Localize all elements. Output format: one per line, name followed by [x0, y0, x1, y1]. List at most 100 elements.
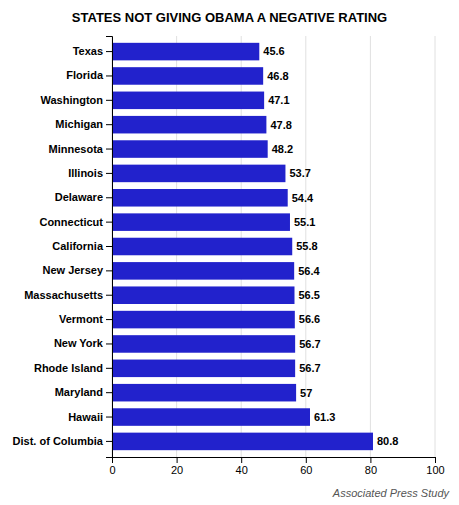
x-axis: 0 20 40 60 80 100: [109, 457, 444, 476]
tick-label: California: [52, 240, 104, 252]
data-label: 61.3: [314, 411, 335, 423]
data-labels: 45.646.847.147.848.253.754.455.155.856.4…: [263, 45, 398, 447]
bar: [112, 189, 288, 207]
tick-label: Vermont: [59, 313, 103, 325]
tick-label: Michigan: [55, 118, 103, 130]
data-label: 54.4: [292, 192, 314, 204]
bar: [112, 335, 295, 353]
tick-mark: [106, 75, 112, 76]
tick: Washington: [40, 94, 112, 106]
data-label: 80.8: [377, 435, 398, 447]
bar: [112, 238, 292, 256]
tick: Massachusetts: [24, 289, 112, 301]
tick-label: Illinois: [68, 167, 103, 179]
grid: [112, 36, 435, 457]
tick: California: [52, 240, 112, 252]
y-axis: Texas Florida Washington Michigan Minnesota I…: [13, 37, 113, 458]
tick: Connecticut: [39, 216, 112, 228]
bar: [112, 67, 263, 85]
tick-label: 40: [236, 464, 248, 476]
bars: [112, 43, 373, 450]
tick-label: Maryland: [55, 386, 103, 398]
tick: Maryland: [55, 386, 112, 398]
tick-mark: [106, 295, 112, 296]
tick: Rhode Island: [34, 362, 112, 374]
tick: Illinois: [68, 167, 112, 179]
axis-line: [113, 458, 436, 464]
tick: Vermont: [59, 313, 112, 325]
data-label: 56.4: [298, 265, 320, 277]
tick-label: Delaware: [55, 191, 103, 203]
tick-label: New Jersey: [42, 264, 103, 276]
tick-mark: [106, 246, 112, 247]
tick-label: Washington: [40, 94, 103, 106]
data-label: 56.7: [299, 362, 320, 374]
data-label: 45.6: [263, 45, 284, 57]
tick-label: Minnesota: [49, 143, 104, 155]
bar: [112, 311, 295, 329]
tick-label: 60: [300, 464, 312, 476]
tick: Dist. of Columbia: [13, 435, 112, 447]
tick-mark: [106, 270, 112, 271]
tick-label: 80: [365, 464, 377, 476]
tick: Delaware: [55, 191, 112, 203]
tick: 40: [236, 457, 248, 476]
tick: 60: [300, 457, 312, 476]
tick-mark: [106, 392, 112, 393]
bar: [112, 433, 373, 451]
bar: [112, 165, 285, 183]
tick-mark: [106, 100, 112, 101]
tick-mark: [241, 457, 242, 463]
chart: 0 20 40 60 80 100 Texas Florida Washington Michig…: [0, 0, 459, 505]
tick: Minnesota: [49, 143, 112, 155]
tick: 20: [171, 457, 183, 476]
tick-mark: [106, 343, 112, 344]
tick: 0: [109, 457, 115, 476]
tick: Florida: [66, 69, 112, 81]
bar: [112, 140, 268, 158]
tick-label: Florida: [66, 69, 104, 81]
tick-label: Connecticut: [39, 216, 103, 228]
data-label: 56.7: [299, 338, 320, 350]
tick-mark: [106, 173, 112, 174]
tick-label: Rhode Island: [34, 362, 103, 374]
title: STATES NOT GIVING OBAMA A NEGATIVE RATIN…: [72, 10, 387, 25]
tick-mark: [106, 441, 112, 442]
bar: [112, 92, 264, 110]
tick: Texas: [73, 45, 112, 57]
tick-label: 100: [426, 464, 444, 476]
tick-label: New York: [54, 337, 104, 349]
tick-label: Massachusetts: [24, 289, 103, 301]
data-label: 53.7: [289, 167, 310, 179]
tick-mark: [435, 457, 436, 463]
tick-mark: [106, 124, 112, 125]
tick-mark: [106, 319, 112, 320]
annotation: Associated Press Study: [332, 487, 451, 499]
tick-label: Hawaii: [68, 411, 103, 423]
tick-label: Texas: [73, 45, 103, 57]
data-label: 47.1: [268, 94, 289, 106]
tick-mark: [106, 149, 112, 150]
plot-area: 0 20 40 60 80 100 Texas Florida Washington Michig…: [13, 36, 445, 476]
tick-mark: [106, 222, 112, 223]
tick: Hawaii: [68, 411, 112, 423]
data-label: 48.2: [272, 143, 293, 155]
tick: 80: [365, 457, 377, 476]
data-label: 55.1: [294, 216, 315, 228]
tick-mark: [177, 457, 178, 463]
tick-mark: [106, 368, 112, 369]
bar: [112, 43, 259, 61]
tick-mark: [106, 197, 112, 198]
bar: [112, 360, 295, 378]
bar: [112, 384, 296, 402]
tick: New York: [54, 337, 112, 349]
axis-line: [106, 37, 113, 458]
data-label: 46.8: [267, 70, 288, 82]
bar: [112, 116, 266, 134]
tick-mark: [106, 51, 112, 52]
bar: [112, 262, 294, 280]
tick-mark: [370, 457, 371, 463]
tick-label: 0: [109, 464, 115, 476]
tick-mark: [306, 457, 307, 463]
tick-label: 20: [171, 464, 183, 476]
